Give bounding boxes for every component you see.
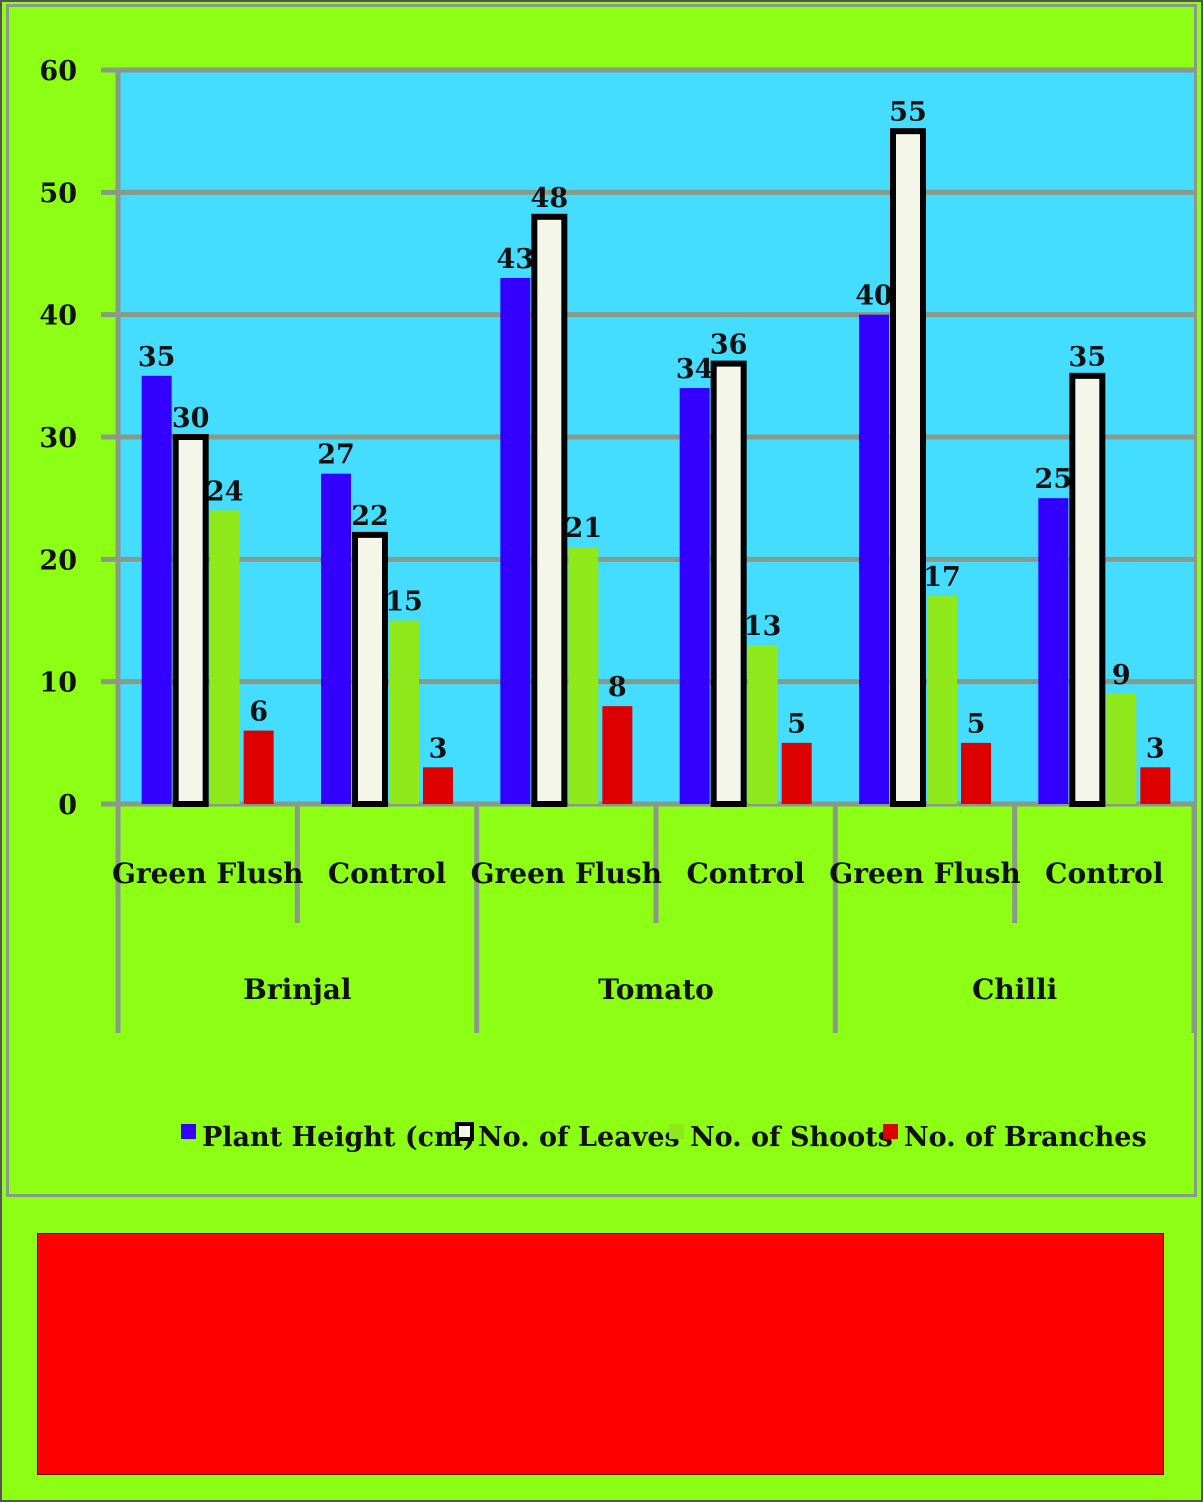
bar <box>423 767 453 804</box>
bar <box>679 388 710 804</box>
data-label: 15 <box>385 587 423 618</box>
data-label: 9 <box>1112 660 1131 691</box>
data-label: 35 <box>138 342 176 373</box>
legend-marker <box>181 1124 196 1139</box>
y-tick-label: 50 <box>39 178 77 209</box>
data-label: 43 <box>497 244 535 275</box>
category-label: Green Flush <box>471 857 662 890</box>
data-label: 40 <box>855 281 893 312</box>
data-label: 21 <box>565 513 603 544</box>
bar <box>747 644 778 804</box>
bar <box>859 314 889 804</box>
bar <box>141 375 172 804</box>
data-label: 3 <box>1146 733 1165 764</box>
data-label: 3 <box>429 733 448 764</box>
legend-label: Plant Height (cm) <box>202 1122 475 1153</box>
bar <box>710 360 747 807</box>
data-label: 6 <box>249 697 268 728</box>
legend-label: No. of Shoots <box>690 1122 893 1153</box>
bar <box>321 473 351 804</box>
data-label: 30 <box>172 403 210 434</box>
data-label: 5 <box>967 709 986 740</box>
data-label: 22 <box>351 501 389 532</box>
bar <box>1106 693 1137 804</box>
y-tick-label: 20 <box>39 545 77 576</box>
data-label: 27 <box>317 440 355 471</box>
data-label: 36 <box>710 330 748 361</box>
data-label: 17 <box>923 562 961 593</box>
group-label: Chilli <box>972 973 1057 1006</box>
category-label: Control <box>328 857 446 890</box>
legend-marker <box>455 1122 474 1141</box>
bar <box>243 730 274 804</box>
bar <box>1038 498 1069 804</box>
bar <box>1140 767 1171 804</box>
category-label: Control <box>687 857 805 890</box>
y-tick-label: 0 <box>58 790 77 821</box>
bar-chart: 0 10 20 30 40 50 60 Green Flush Control Green Flu… <box>39 56 1194 1153</box>
y-tick-label: 40 <box>39 301 77 332</box>
bar <box>352 531 388 807</box>
group-label: Brinjal <box>243 973 351 1006</box>
bar <box>500 277 531 804</box>
data-label: 13 <box>744 611 782 642</box>
red-box <box>37 1233 1164 1475</box>
bar <box>961 742 991 804</box>
legend-label: No. of Leaves <box>478 1122 680 1153</box>
y-tick-label: 30 <box>39 423 77 454</box>
bar <box>602 706 633 804</box>
data-label: 48 <box>531 183 569 214</box>
bar <box>568 547 599 804</box>
group-label: Tomato <box>598 973 714 1006</box>
category-label: Green Flush <box>112 857 303 890</box>
data-label: 8 <box>608 672 627 703</box>
category-label: Green Flush <box>829 857 1020 890</box>
data-label: 55 <box>889 97 927 128</box>
bar <box>927 596 957 804</box>
data-label: 5 <box>787 709 806 740</box>
legend-marker <box>883 1124 898 1139</box>
bar <box>389 620 419 804</box>
bar <box>890 128 926 807</box>
data-label: 24 <box>206 476 244 507</box>
data-label: 25 <box>1035 464 1073 495</box>
chart-frame: 0 10 20 30 40 50 60 Green Flush Control Green Flu… <box>6 4 1197 1197</box>
bar <box>172 434 209 807</box>
data-label: 35 <box>1069 342 1107 373</box>
data-label: 34 <box>676 354 714 385</box>
category-label: Control <box>1045 857 1163 890</box>
bar <box>531 213 568 808</box>
bar <box>209 510 240 804</box>
y-tick-label: 60 <box>39 56 77 87</box>
legend-label: No. of Branches <box>904 1122 1147 1153</box>
legend-marker <box>669 1124 684 1139</box>
bar <box>1069 372 1106 807</box>
y-tick-label: 10 <box>39 668 77 699</box>
bar <box>781 742 812 804</box>
